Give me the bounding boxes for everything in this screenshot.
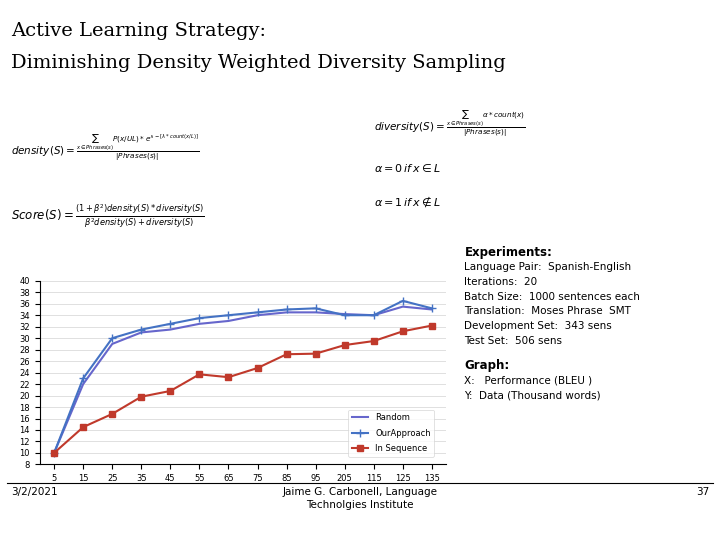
Random bbox=[108, 341, 117, 347]
Line: In Sequence: In Sequence bbox=[51, 323, 435, 456]
OurApproach bbox=[108, 335, 117, 341]
In Sequence bbox=[398, 328, 407, 334]
OurApproach bbox=[224, 312, 233, 319]
OurApproach bbox=[282, 306, 291, 313]
Random bbox=[50, 450, 58, 456]
OurApproach bbox=[398, 298, 407, 304]
Text: $diversity(S) = \frac{\sum_{x \in Phrases(s)} \alpha * count(x)}{| Phrases(s) |}: $diversity(S) = \frac{\sum_{x \in Phrase… bbox=[374, 108, 526, 139]
Random bbox=[224, 318, 233, 324]
In Sequence bbox=[195, 371, 204, 377]
OurApproach bbox=[50, 450, 58, 456]
Random bbox=[428, 306, 436, 313]
Text: 37: 37 bbox=[696, 487, 709, 497]
Random bbox=[369, 312, 378, 319]
Text: Graph:: Graph: bbox=[464, 359, 510, 372]
Legend: Random, OurApproach, In Sequence: Random, OurApproach, In Sequence bbox=[348, 409, 434, 456]
Random bbox=[166, 326, 175, 333]
Random bbox=[311, 309, 320, 315]
Line: Random: Random bbox=[54, 307, 432, 453]
Random bbox=[398, 303, 407, 310]
Text: $density(S) = \frac{\sum_{x \in Phrases(s)} P(x/UL) * e^{\wedge -[\lambda * coun: $density(S) = \frac{\sum_{x \in Phrases(… bbox=[11, 132, 199, 163]
Random bbox=[195, 321, 204, 327]
Text: $\alpha = 1\, if\, x \notin L$: $\alpha = 1\, if\, x \notin L$ bbox=[374, 194, 441, 209]
Random bbox=[79, 381, 88, 387]
OurApproach bbox=[311, 305, 320, 312]
Random bbox=[137, 329, 145, 336]
In Sequence bbox=[108, 410, 117, 417]
Text: Jaime G. Carbonell, Language
Technolgies Institute: Jaime G. Carbonell, Language Technolgies… bbox=[282, 487, 438, 510]
Random bbox=[282, 309, 291, 315]
OurApproach bbox=[253, 309, 262, 315]
In Sequence bbox=[341, 342, 349, 348]
OurApproach bbox=[195, 315, 204, 321]
Text: X:   Performance (BLEU )
Y:  Data (Thousand words): X: Performance (BLEU ) Y: Data (Thousand… bbox=[464, 375, 601, 400]
OurApproach bbox=[428, 305, 436, 312]
In Sequence bbox=[253, 365, 262, 372]
Text: Diminishing Density Weighted Diversity Sampling: Diminishing Density Weighted Diversity S… bbox=[11, 54, 505, 72]
In Sequence bbox=[311, 350, 320, 357]
Text: Active Learning Strategy:: Active Learning Strategy: bbox=[11, 22, 266, 39]
Text: Experiments:: Experiments: bbox=[464, 246, 552, 259]
In Sequence bbox=[166, 388, 175, 394]
In Sequence bbox=[369, 338, 378, 345]
In Sequence bbox=[282, 351, 291, 357]
OurApproach bbox=[137, 326, 145, 333]
In Sequence bbox=[428, 322, 436, 329]
Text: $Score(S) = \frac{(1 + \beta^2) density(S) * diversity(S)}{\beta^2 density(S) + : $Score(S) = \frac{(1 + \beta^2) density(… bbox=[11, 202, 204, 230]
In Sequence bbox=[224, 374, 233, 380]
OurApproach bbox=[79, 375, 88, 382]
Line: OurApproach: OurApproach bbox=[50, 296, 436, 457]
OurApproach bbox=[341, 312, 349, 319]
Text: 3/2/2021: 3/2/2021 bbox=[11, 487, 58, 497]
Random bbox=[341, 311, 349, 318]
In Sequence bbox=[79, 424, 88, 430]
OurApproach bbox=[166, 321, 175, 327]
In Sequence bbox=[50, 450, 58, 456]
In Sequence bbox=[137, 394, 145, 400]
Random bbox=[253, 312, 262, 319]
OurApproach bbox=[369, 312, 378, 319]
Text: Language Pair:  Spanish-English
Iterations:  20
Batch Size:  1000 sentences each: Language Pair: Spanish-English Iteration… bbox=[464, 262, 640, 346]
Text: $\alpha = 0\, if\, x \in L$: $\alpha = 0\, if\, x \in L$ bbox=[374, 162, 441, 174]
